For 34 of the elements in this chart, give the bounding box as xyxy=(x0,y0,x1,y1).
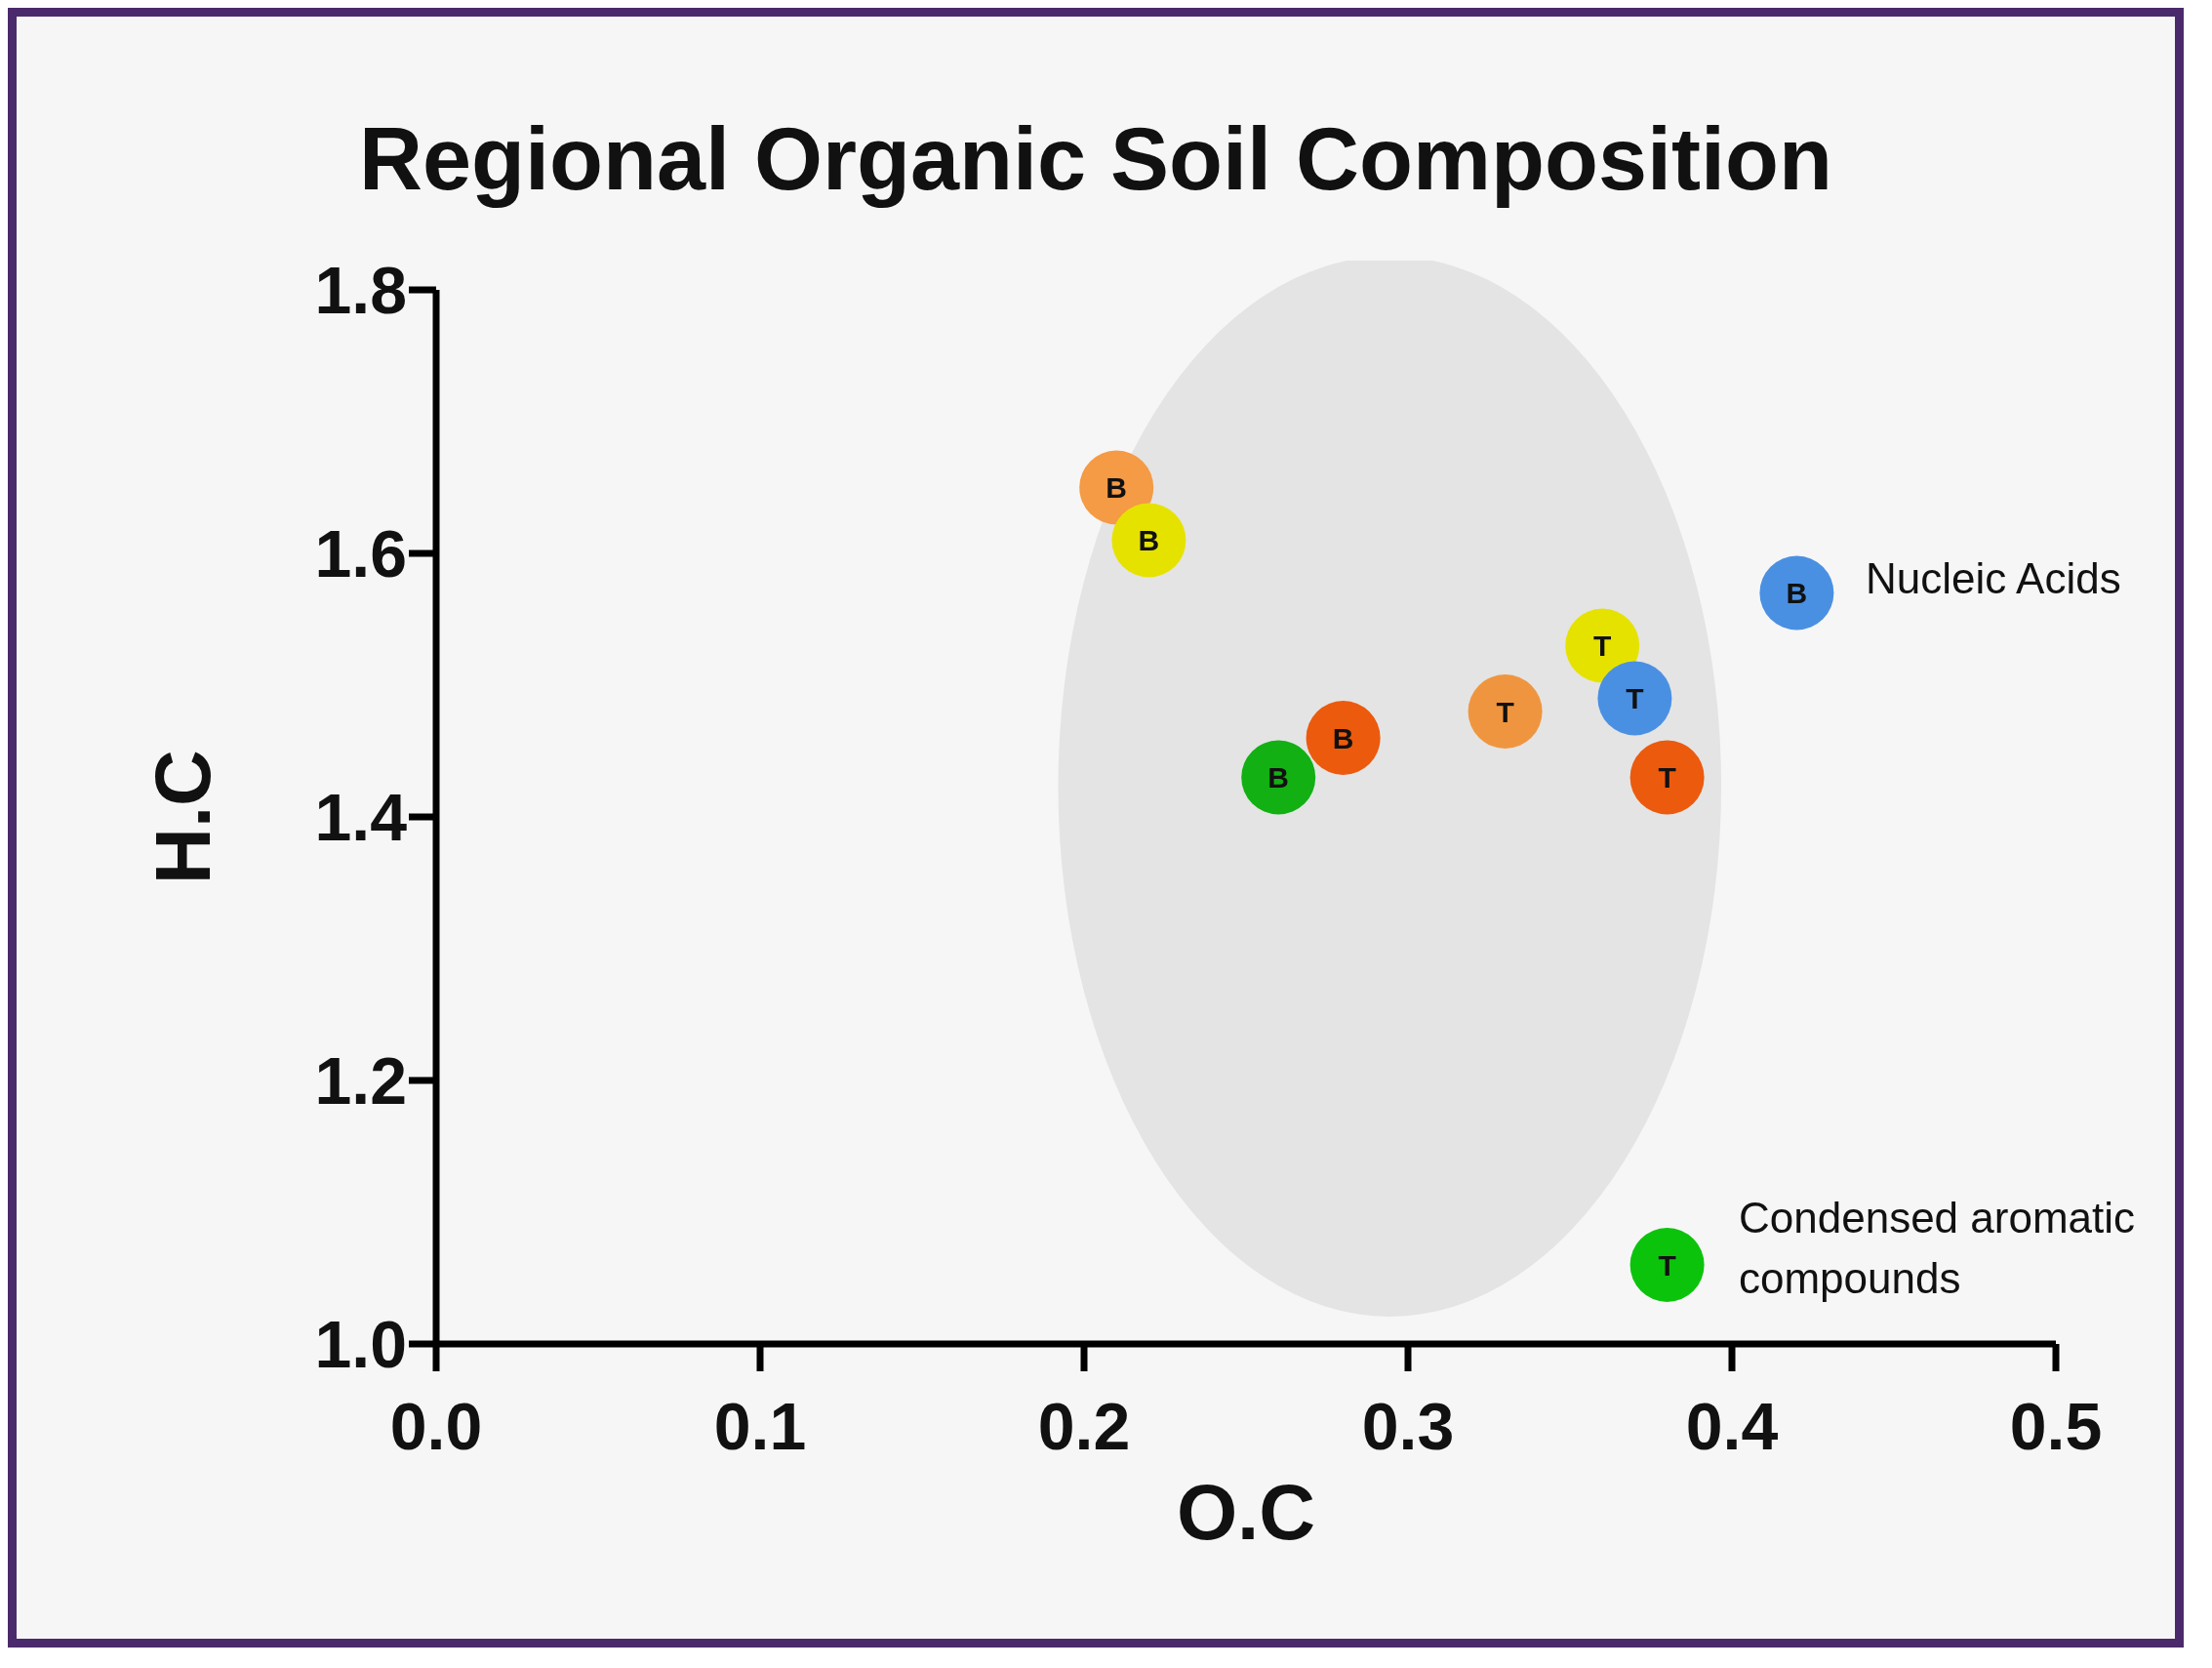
y-tick-label: 1.2 xyxy=(314,1043,407,1119)
point xyxy=(1597,661,1672,736)
annotation: Nucleic Acids xyxy=(1866,553,2122,604)
annotation: B xyxy=(1138,524,1160,556)
point xyxy=(1629,740,1705,815)
y-axis-title: H.C xyxy=(140,750,227,884)
annotation: T xyxy=(1658,1248,1676,1282)
y-tick-label: 1.8 xyxy=(314,253,407,328)
x-tick-label: 0.2 xyxy=(1037,1389,1131,1464)
point xyxy=(1468,674,1543,749)
point xyxy=(1759,555,1834,631)
annotation: B xyxy=(1332,721,1354,754)
point xyxy=(1629,1228,1705,1302)
x-tick-label: 0.3 xyxy=(1361,1389,1455,1464)
x-axis-title: O.C xyxy=(1176,1469,1316,1556)
annotation: Condensed aromatic compounds xyxy=(1739,1193,2136,1304)
annotation: T xyxy=(1496,695,1514,728)
annotation: B xyxy=(1786,577,1808,609)
annotation: T xyxy=(1658,761,1676,793)
annotation: T xyxy=(1626,682,1644,714)
x-tick-label: 0.1 xyxy=(713,1389,807,1464)
annotation: T xyxy=(1593,630,1612,662)
point xyxy=(1241,740,1316,815)
y-tick-label: 1.6 xyxy=(314,516,407,591)
chart-title: Regional Organic Soil Composition xyxy=(357,109,1834,210)
point xyxy=(1306,701,1381,775)
point xyxy=(1111,503,1186,578)
y-tick-label: 1.4 xyxy=(314,780,408,855)
x-tick-label: 0.4 xyxy=(1685,1389,1779,1464)
x-tick-label: 0.5 xyxy=(2009,1389,2103,1464)
y-tick-label: 1.0 xyxy=(314,1307,407,1382)
annotation: B xyxy=(1267,761,1290,793)
x-tick-label: 0.0 xyxy=(389,1389,483,1464)
annotation: B xyxy=(1106,471,1128,504)
